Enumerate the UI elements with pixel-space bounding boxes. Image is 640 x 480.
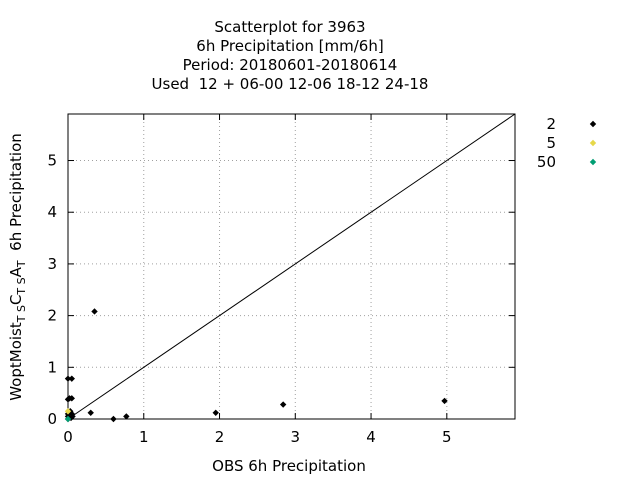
title-line-2: 6h Precipitation [mm/6h] [196,37,383,55]
x-tick-label: 1 [139,428,149,446]
y-label-mid-1: C [7,295,25,305]
y-tick-label: 4 [47,203,57,221]
x-tick-label: 0 [63,428,73,446]
y-tick-label: 1 [47,358,57,376]
legend-marker [589,139,597,147]
y-axis-ticks: 0 1 2 3 4 5 [47,152,515,428]
y-label-sub-1: T S [15,305,28,323]
diagonal-line [67,113,516,420]
plot-frame [67,113,516,420]
legend-label: 2 [546,115,556,133]
grid-lines [68,114,515,419]
y-label-mid-2: A [7,266,25,277]
title-line-4: Used 12 + 06-00 12-06 18-12 24-18 [152,75,429,93]
legend-marker [589,120,597,128]
y-label-prefix: WoptMoist [7,322,25,401]
x-tick-label: 3 [291,428,301,446]
x-axis-label: OBS 6h Precipitation [212,457,366,475]
data-point [110,415,117,423]
title-line-1: Scatterplot for 3963 [214,18,365,36]
data-point [68,395,75,402]
title-line-3: Period: 20180601-20180614 [183,56,398,74]
data-point [69,413,76,420]
data-point [212,409,219,416]
x-tick-label: 5 [442,428,452,446]
data-point [87,409,94,416]
y-tick-label: 5 [47,152,57,170]
data-point [123,413,130,420]
data-point [64,408,72,415]
data-point [441,397,448,405]
data-point [68,375,75,382]
data-point [91,308,98,315]
y-label-suffix: 6h Precipitation [7,133,25,260]
y-tick-label: 2 [47,307,57,325]
legend-label: 50 [537,153,556,171]
y-label-sub-2: T S [15,277,28,295]
y-tick-label: 0 [47,410,57,428]
y-tick-label: 3 [47,255,57,273]
x-tick-label: 2 [215,428,225,446]
legend-marker [589,158,597,166]
y-axis-label: WoptMoistT SCT SAT 6h Precipitation [7,133,28,401]
chart-title: Scatterplot for 3963 6h Precipitation [m… [152,18,429,93]
data-point [279,401,287,408]
x-axis-ticks: 0 1 2 3 4 5 [63,114,452,446]
data-points [64,308,448,423]
y-label-sub-3: T [15,260,28,268]
legend-label: 5 [546,134,556,152]
data-point [64,375,72,382]
data-point [64,415,72,423]
x-tick-label: 4 [366,428,376,446]
